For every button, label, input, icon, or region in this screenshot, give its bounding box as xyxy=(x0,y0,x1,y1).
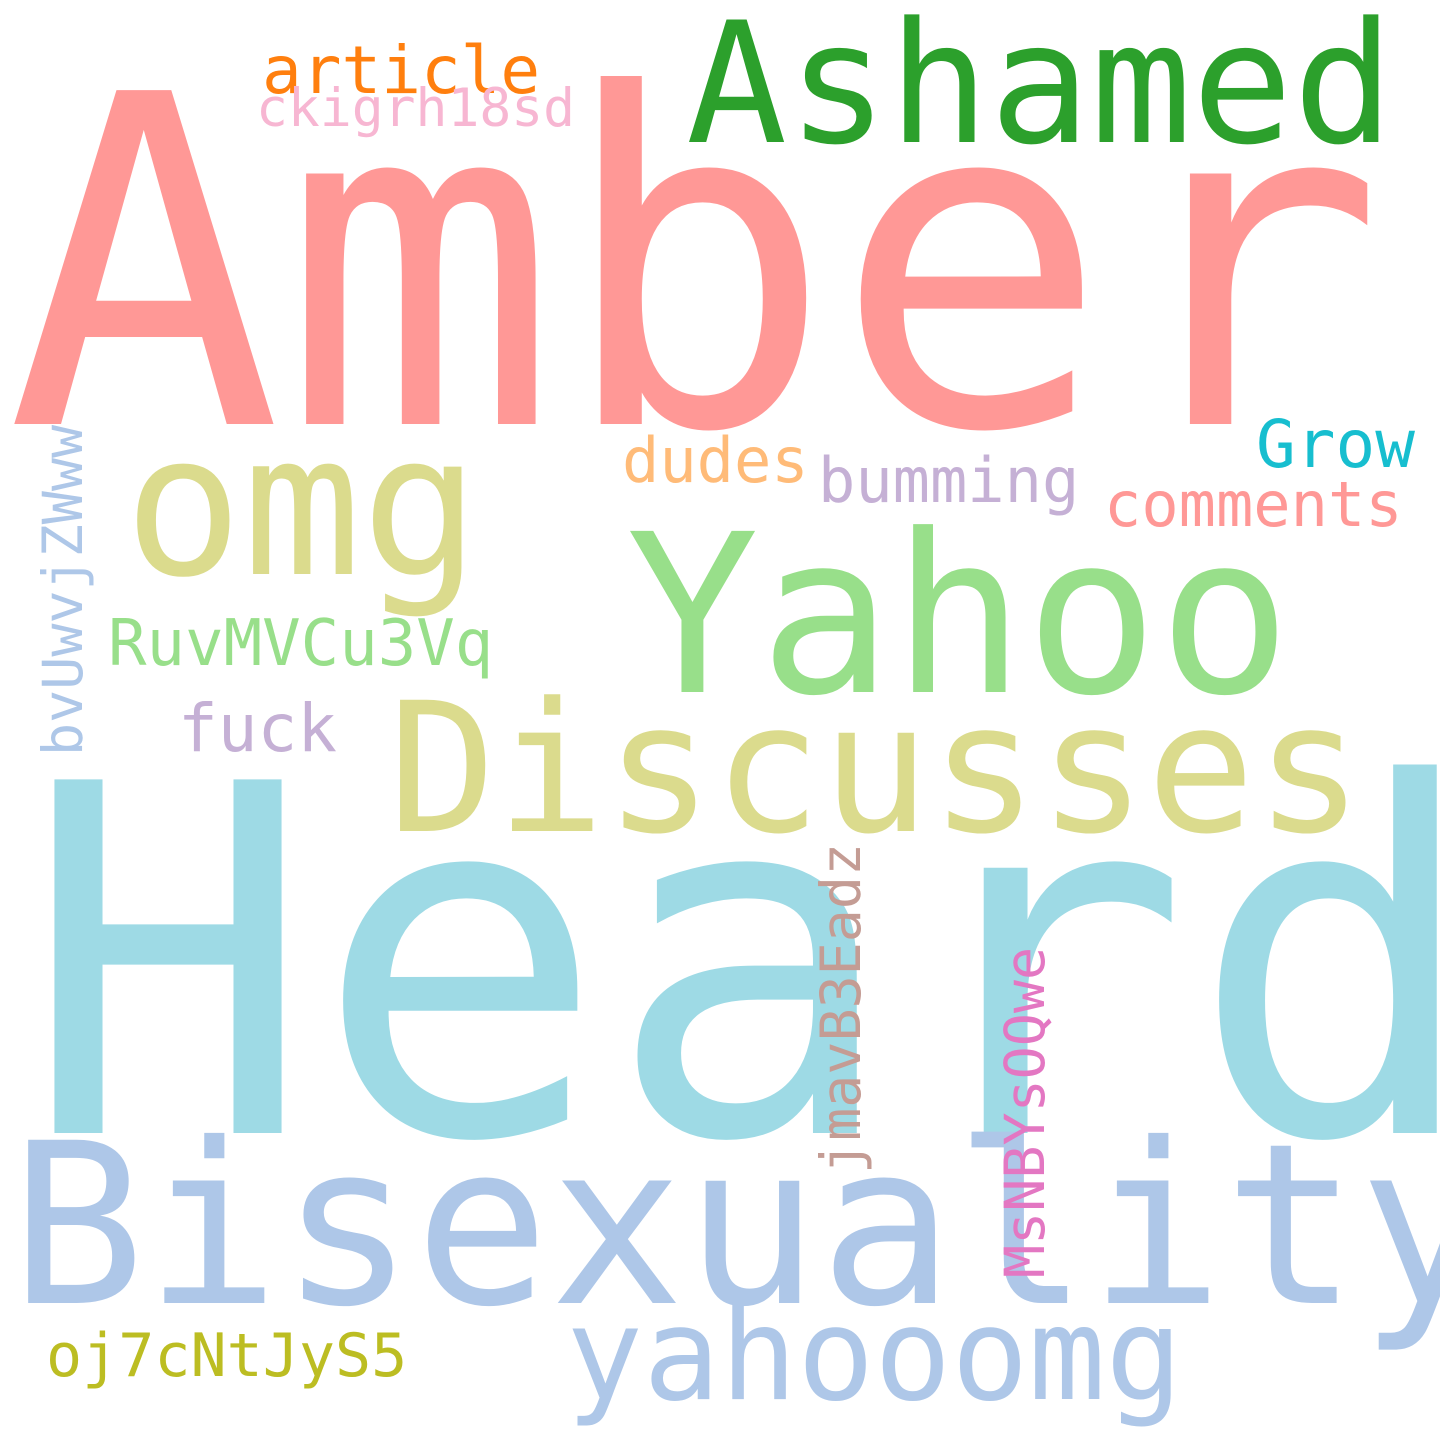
word-discusses: Discusses xyxy=(388,665,1364,874)
word-msnbysoqwe: MsNBYsOQwe xyxy=(993,946,1057,1278)
word-bumming: bumming xyxy=(818,444,1080,517)
word-article: article xyxy=(262,32,541,109)
word-comments: comments xyxy=(1104,468,1403,541)
word-fuck: fuck xyxy=(178,690,337,767)
word-ruvmvcu3vq: RuvMVCu3Vq xyxy=(108,607,494,681)
word-oj7cntjys5: oj7cNtJyS5 xyxy=(46,1321,408,1391)
word-ashamed: Ashamed xyxy=(686,0,1395,182)
word-bisexuality: Bisexuality xyxy=(10,1095,1440,1356)
word-bvuwvjzwww: bvUwvjZWww xyxy=(31,424,95,756)
word-heard: Heard xyxy=(22,684,1440,1248)
word-amber: Amber xyxy=(6,0,1385,533)
word-ckigrh18sd: ckigrh18sd xyxy=(256,78,576,139)
word-dudes: dudes xyxy=(622,424,809,497)
word-jmavb3eadz: jmavB3Eadz xyxy=(809,842,873,1174)
word-yahooomg: yahooomg xyxy=(566,1281,1183,1430)
word-grow: Grow xyxy=(1256,406,1415,483)
word-omg: omg xyxy=(124,392,480,621)
word-yahoo: Yahoo xyxy=(626,488,1292,745)
